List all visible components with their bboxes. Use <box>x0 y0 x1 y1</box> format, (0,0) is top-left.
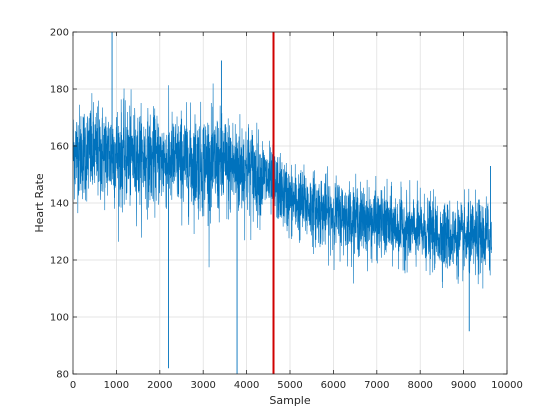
y-tick-label: 200 <box>50 28 69 39</box>
x-tick-label: 9000 <box>451 380 476 391</box>
heart-rate-series-line <box>72 83 493 289</box>
x-tick-label: 7000 <box>364 380 389 391</box>
x-tick-label: 4000 <box>234 380 259 391</box>
y-tick-label: 180 <box>50 85 69 96</box>
y-tick-label: 100 <box>50 313 69 324</box>
y-tick-label: 120 <box>50 256 69 267</box>
y-axis-label: Heart Rate <box>33 173 46 233</box>
x-tick-label: 8000 <box>407 380 432 391</box>
x-tick-label: 5000 <box>277 380 302 391</box>
y-tick-label: 140 <box>50 199 69 210</box>
y-tick-label: 160 <box>50 142 69 153</box>
y-tick-label: 80 <box>56 370 69 381</box>
x-tick-label: 3000 <box>190 380 215 391</box>
ticks: 0 1000 2000 3000 4000 5000 6000 7000 8000 9000 100… <box>50 28 523 392</box>
data-layer <box>72 32 493 374</box>
x-tick-label: 6000 <box>321 380 346 391</box>
x-tick-label: 1000 <box>104 380 129 391</box>
x-tick-label: 0 <box>70 380 76 391</box>
x-axis-label: Sample <box>269 394 310 407</box>
x-tick-label: 2000 <box>147 380 172 391</box>
x-tick-label: 10000 <box>491 380 523 391</box>
